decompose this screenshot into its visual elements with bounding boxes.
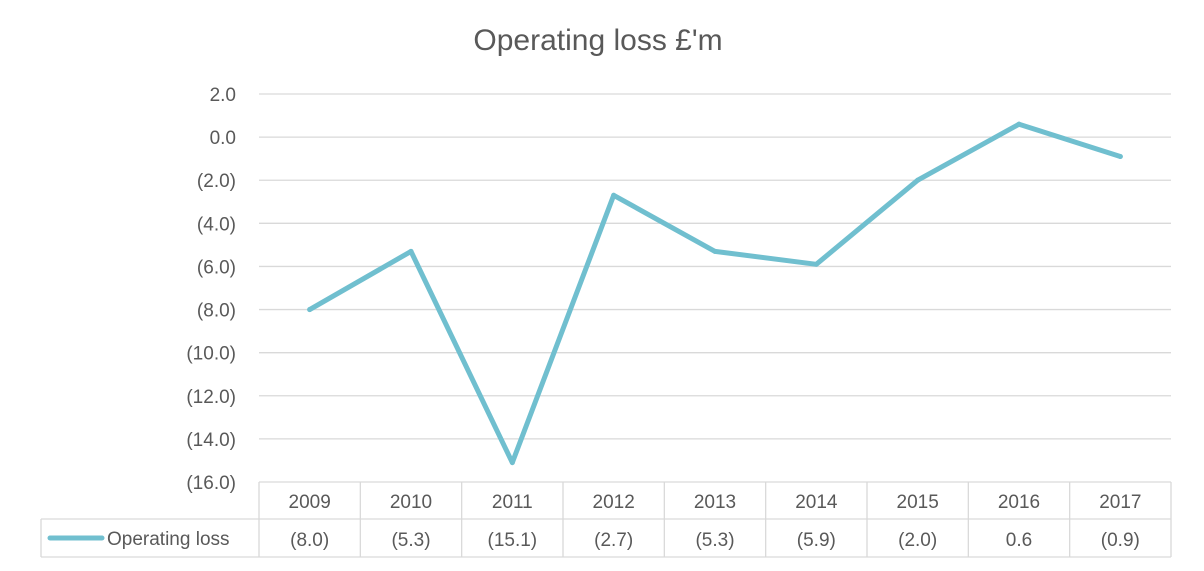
data-point [408, 248, 414, 254]
data-point [1016, 121, 1022, 127]
data-point [509, 460, 515, 466]
y-tick-label: (4.0) [197, 214, 236, 235]
x-category-label: 2017 [1099, 492, 1141, 513]
y-tick-label: (12.0) [186, 387, 236, 408]
data-table: 2009 2010 2011 2012 2013 2014 2015 2016 2017 (8.0… [40, 482, 1172, 558]
x-category-label: 2015 [897, 492, 939, 513]
y-tick-label: (6.0) [197, 257, 236, 278]
chart-title: Operating loss £'m [473, 24, 722, 57]
gridlines [259, 93, 1171, 483]
data-point [1117, 154, 1123, 160]
data-table-value: (0.9) [1101, 530, 1140, 551]
y-axis-tick-labels: 2.0 0.0 (2.0) (4.0) (6.0) (8.0) (10.0) (12.0) (1… [186, 85, 236, 494]
y-tick-label: (16.0) [186, 473, 236, 494]
x-category-label: 2011 [492, 492, 533, 513]
data-table-value: (2.0) [898, 530, 937, 551]
y-tick-label: 2.0 [210, 85, 236, 106]
data-point [915, 177, 921, 183]
y-tick-label: (2.0) [197, 171, 236, 192]
series-operating-loss [307, 121, 1123, 466]
x-category-label: 2014 [795, 492, 838, 513]
data-point [813, 261, 819, 267]
data-table-value: (5.9) [797, 530, 836, 551]
y-tick-label: (10.0) [186, 344, 236, 365]
x-category-label: 2013 [694, 492, 736, 513]
x-category-label: 2016 [998, 492, 1040, 513]
data-point [712, 248, 718, 254]
x-category-label: 2009 [289, 492, 331, 513]
data-table-value: 0.6 [1006, 530, 1032, 551]
y-tick-label: (14.0) [186, 430, 236, 451]
x-category-label: 2012 [593, 492, 635, 513]
data-point [307, 307, 313, 313]
legend-series-name: Operating loss [107, 529, 230, 550]
data-table-value: (5.3) [391, 530, 430, 551]
data-table-value: (8.0) [290, 530, 329, 551]
series-line [307, 121, 1123, 466]
y-tick-label: 0.0 [210, 128, 236, 149]
data-table-value: (2.7) [594, 530, 633, 551]
data-table-value: (5.3) [695, 530, 734, 551]
y-tick-label: (8.0) [197, 301, 236, 322]
x-category-label: 2010 [390, 492, 432, 513]
data-point [611, 192, 617, 198]
data-table-value: (15.1) [488, 530, 538, 551]
